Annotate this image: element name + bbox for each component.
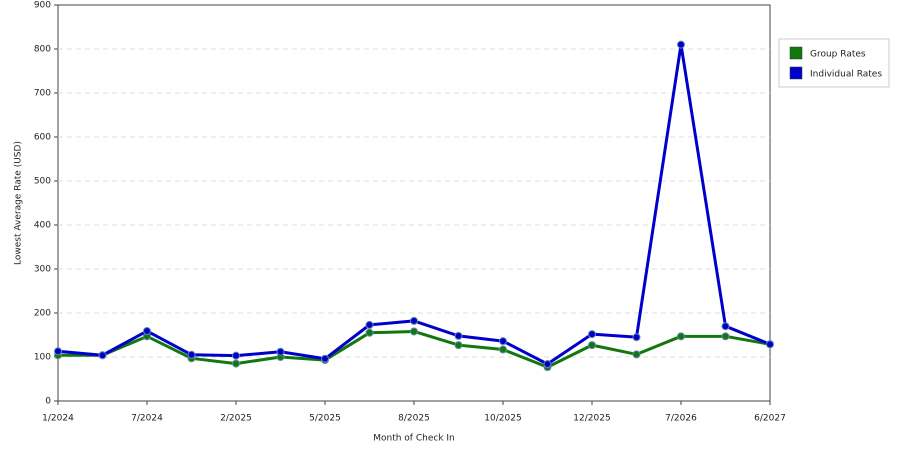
y-axis-title: Lowest Average Rate (USD) bbox=[14, 141, 24, 265]
y-tick-label: 900 bbox=[34, 1, 51, 11]
x-tick-label: 7/2024 bbox=[131, 414, 163, 424]
legend-box bbox=[778, 38, 890, 88]
data-point bbox=[232, 359, 240, 368]
data-point bbox=[454, 331, 463, 340]
y-tick-label: 500 bbox=[34, 177, 51, 187]
x-tick-label: 6/2027 bbox=[754, 414, 786, 424]
data-point bbox=[588, 341, 596, 350]
data-point bbox=[54, 347, 62, 356]
data-point bbox=[677, 40, 685, 49]
x-tick-label: 7/2026 bbox=[665, 414, 697, 424]
data-point bbox=[632, 350, 641, 359]
x-tick-label: 8/2025 bbox=[398, 414, 430, 424]
data-point bbox=[365, 328, 374, 337]
data-point bbox=[454, 341, 463, 350]
y-tick-label: 600 bbox=[34, 133, 51, 143]
data-point bbox=[276, 347, 285, 356]
data-point bbox=[410, 327, 418, 336]
data-point bbox=[232, 351, 240, 360]
x-tick-label: 5/2025 bbox=[309, 414, 341, 424]
data-point bbox=[187, 350, 196, 359]
data-point bbox=[365, 320, 374, 329]
data-point bbox=[588, 330, 596, 339]
x-tick-label: 2/2025 bbox=[220, 414, 252, 424]
data-point bbox=[543, 360, 552, 369]
y-tick-label: 300 bbox=[34, 265, 51, 275]
x-axis-title: Month of Check In bbox=[373, 434, 455, 444]
data-point bbox=[766, 340, 774, 349]
y-tick-label: 100 bbox=[34, 353, 51, 363]
data-point bbox=[410, 316, 418, 325]
y-tick-label: 700 bbox=[34, 89, 51, 99]
data-point bbox=[321, 354, 329, 363]
data-point bbox=[143, 327, 151, 336]
y-tick-label: 800 bbox=[34, 45, 51, 55]
data-point bbox=[499, 337, 507, 346]
legend-swatch bbox=[789, 66, 803, 80]
data-point bbox=[677, 332, 685, 341]
legend-swatch bbox=[789, 46, 803, 60]
x-tick-label: 1/2024 bbox=[42, 414, 74, 424]
x-tick-label: 10/2025 bbox=[484, 414, 521, 424]
y-tick-label: 400 bbox=[34, 221, 51, 231]
y-tick-label: 0 bbox=[45, 397, 51, 407]
data-point bbox=[632, 333, 641, 342]
legend-label: Group Rates bbox=[810, 50, 866, 60]
data-point bbox=[499, 345, 507, 354]
x-tick-label: 12/2025 bbox=[573, 414, 610, 424]
data-point bbox=[721, 332, 730, 341]
y-tick-label: 200 bbox=[34, 309, 51, 319]
data-point bbox=[98, 351, 107, 360]
data-point bbox=[721, 322, 730, 331]
legend-label: Individual Rates bbox=[810, 70, 882, 80]
